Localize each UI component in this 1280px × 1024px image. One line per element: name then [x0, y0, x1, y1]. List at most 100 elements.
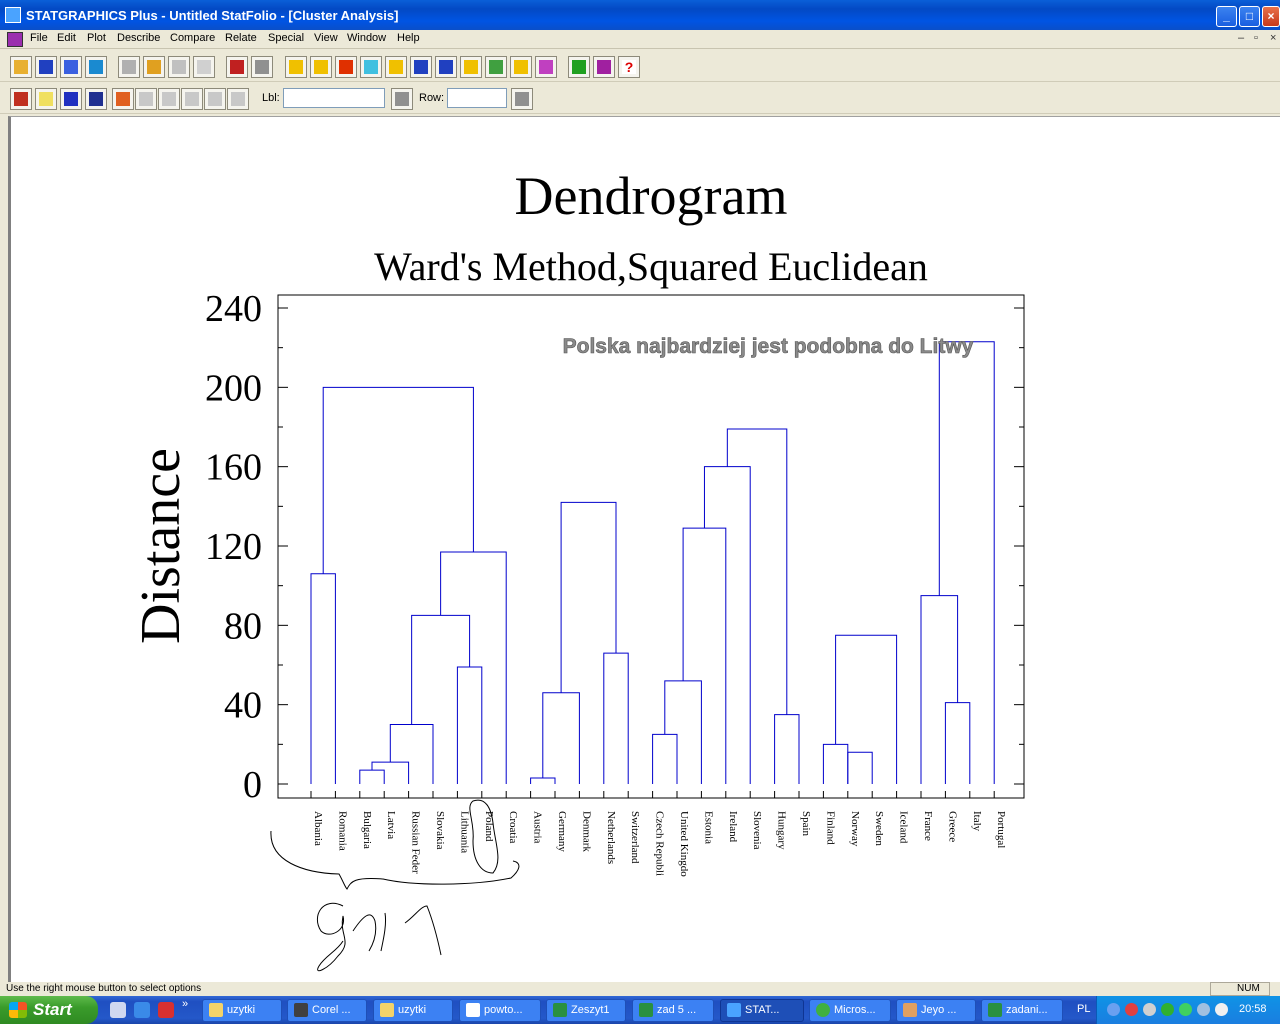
internet-explorer-icon[interactable]: [134, 1002, 150, 1018]
maximize-button[interactable]: □: [1239, 6, 1260, 27]
glm-icon[interactable]: [535, 56, 557, 78]
save-data-icon[interactable]: [85, 56, 107, 78]
tray-update-icon[interactable]: [1179, 1003, 1192, 1016]
tray-antivirus-icon[interactable]: [1125, 1003, 1138, 1016]
print-icon[interactable]: [226, 56, 248, 78]
mdi-minimize-button[interactable]: –: [1238, 32, 1245, 44]
save-icon[interactable]: [35, 56, 57, 78]
excel-icon: [988, 1003, 1002, 1017]
tray-expand-icon[interactable]: [1107, 1003, 1120, 1016]
graph-pane[interactable]: Dendrogram Ward's Method,Squared Euclide…: [8, 116, 1280, 982]
tray-misc-icon[interactable]: [1215, 1003, 1228, 1016]
show-desktop-icon[interactable]: [110, 1002, 126, 1018]
annotation-text: Polska najbardziej jest podobna do Litwy: [563, 335, 974, 358]
control-chart-icon[interactable]: [510, 56, 532, 78]
print-preview-icon[interactable]: [251, 56, 273, 78]
menu-relate[interactable]: Relate: [225, 32, 257, 44]
lbl-label: Lbl:: [262, 92, 280, 104]
pane-options-icon[interactable]: [112, 88, 134, 110]
y-axis: 0 40 80 120 160 200 240: [205, 288, 1024, 806]
task-powto[interactable]: powto...: [459, 999, 541, 1022]
save-results-icon[interactable]: [85, 88, 107, 110]
task-zeszyt1[interactable]: Zeszyt1: [546, 999, 626, 1022]
language-indicator[interactable]: PL: [1077, 1003, 1091, 1015]
row-find-binoculars-icon[interactable]: [511, 88, 533, 110]
tray-speaker-icon[interactable]: [1197, 1003, 1210, 1016]
tray-messenger-icon[interactable]: [1161, 1003, 1174, 1016]
globe-icon[interactable]: [485, 56, 507, 78]
opera-icon[interactable]: [158, 1002, 174, 1018]
handwritten-marks: [270, 799, 520, 972]
statwizard-icon[interactable]: [593, 56, 615, 78]
exclude-icon[interactable]: [158, 88, 180, 110]
histogram-icon[interactable]: [335, 56, 357, 78]
task-label: STAT...: [745, 1004, 780, 1016]
task-jeyo[interactable]: Jeyo ...: [896, 999, 976, 1022]
row-input[interactable]: [447, 88, 507, 108]
graphical-options-icon[interactable]: [60, 88, 82, 110]
lbl-input[interactable]: [283, 88, 385, 108]
start-button[interactable]: Start: [0, 996, 98, 1024]
matrix-plot-icon[interactable]: [385, 56, 407, 78]
task-micros[interactable]: Micros...: [809, 999, 891, 1022]
plot-frame: [277, 294, 1025, 799]
handwritten-circle-poland: [469, 799, 499, 874]
task-uzytki-1[interactable]: uzytki: [202, 999, 282, 1022]
task-statgraphics[interactable]: STAT...: [720, 999, 804, 1022]
task-corel[interactable]: Corel ...: [287, 999, 367, 1022]
quicklaunch-more-icon[interactable]: »: [182, 998, 189, 1010]
help-icon[interactable]: ?: [618, 56, 640, 78]
tray-network-icon[interactable]: [1143, 1003, 1156, 1016]
leaf-label: Norway: [849, 811, 861, 847]
xy-plot-icon[interactable]: [360, 56, 382, 78]
statadvisor-icon[interactable]: [568, 56, 590, 78]
menu-edit[interactable]: Edit: [57, 32, 76, 44]
task-label: uzytki: [398, 1004, 427, 1016]
input-dialog-icon[interactable]: [10, 88, 32, 110]
task-uzytki-2[interactable]: uzytki: [373, 999, 453, 1022]
mdi-restore-button[interactable]: ▫: [1254, 32, 1258, 44]
menu-file[interactable]: File: [30, 32, 48, 44]
menu-compare[interactable]: Compare: [170, 32, 216, 44]
menu-describe[interactable]: Describe: [117, 32, 161, 44]
menu-help[interactable]: Help: [397, 32, 420, 44]
taskbar: Start » uzytki Corel ... uzytki powto...…: [0, 996, 1280, 1024]
menu-view[interactable]: View: [314, 32, 338, 44]
boxplot-icon[interactable]: [310, 56, 332, 78]
identify-icon[interactable]: [204, 88, 226, 110]
lbl-find-binoculars-icon[interactable]: [391, 88, 413, 110]
leaf-label: Estonia: [702, 811, 714, 844]
open-folder-icon[interactable]: [10, 56, 32, 78]
dendrogram-link: [530, 777, 556, 784]
scatterplot-icon[interactable]: [285, 56, 307, 78]
dendrogram-chart[interactable]: Dendrogram Ward's Method,Squared Euclide…: [11, 117, 1280, 982]
menu-window[interactable]: Window: [347, 32, 387, 44]
menu-special[interactable]: Special: [268, 32, 305, 44]
statgraphics-app-icon[interactable]: [5, 7, 21, 23]
undo-icon[interactable]: [193, 56, 215, 78]
leaf-label: Slovenia: [751, 811, 763, 850]
minimize-button[interactable]: _: [1216, 6, 1237, 27]
dendrogram-link: [542, 692, 580, 784]
locate-icon[interactable]: [227, 88, 249, 110]
menu-plot[interactable]: Plot: [87, 32, 106, 44]
copy-icon[interactable]: [143, 56, 165, 78]
jitter-icon[interactable]: [135, 88, 157, 110]
datasheet-icon[interactable]: [60, 56, 82, 78]
paste-icon[interactable]: [168, 56, 190, 78]
title-bar[interactable]: STATGRAPHICS Plus - Untitled StatFolio -…: [0, 0, 1280, 30]
mdi-close-button[interactable]: ×: [1270, 32, 1277, 44]
close-button[interactable]: ×: [1262, 6, 1280, 27]
task-label: zad 5 ...: [657, 1004, 697, 1016]
distribution-icon[interactable]: [435, 56, 457, 78]
cut-icon[interactable]: [118, 56, 140, 78]
trend-icon[interactable]: [460, 56, 482, 78]
smooth-icon[interactable]: [181, 88, 203, 110]
task-label: Corel ...: [312, 1004, 351, 1016]
dendrogram-link: [310, 573, 336, 784]
task-zadani[interactable]: zadani...: [981, 999, 1063, 1022]
task-zad5[interactable]: zad 5 ...: [632, 999, 714, 1022]
time-series-icon[interactable]: [410, 56, 432, 78]
tabular-options-icon[interactable]: [35, 88, 57, 110]
document-icon[interactable]: [7, 32, 23, 47]
